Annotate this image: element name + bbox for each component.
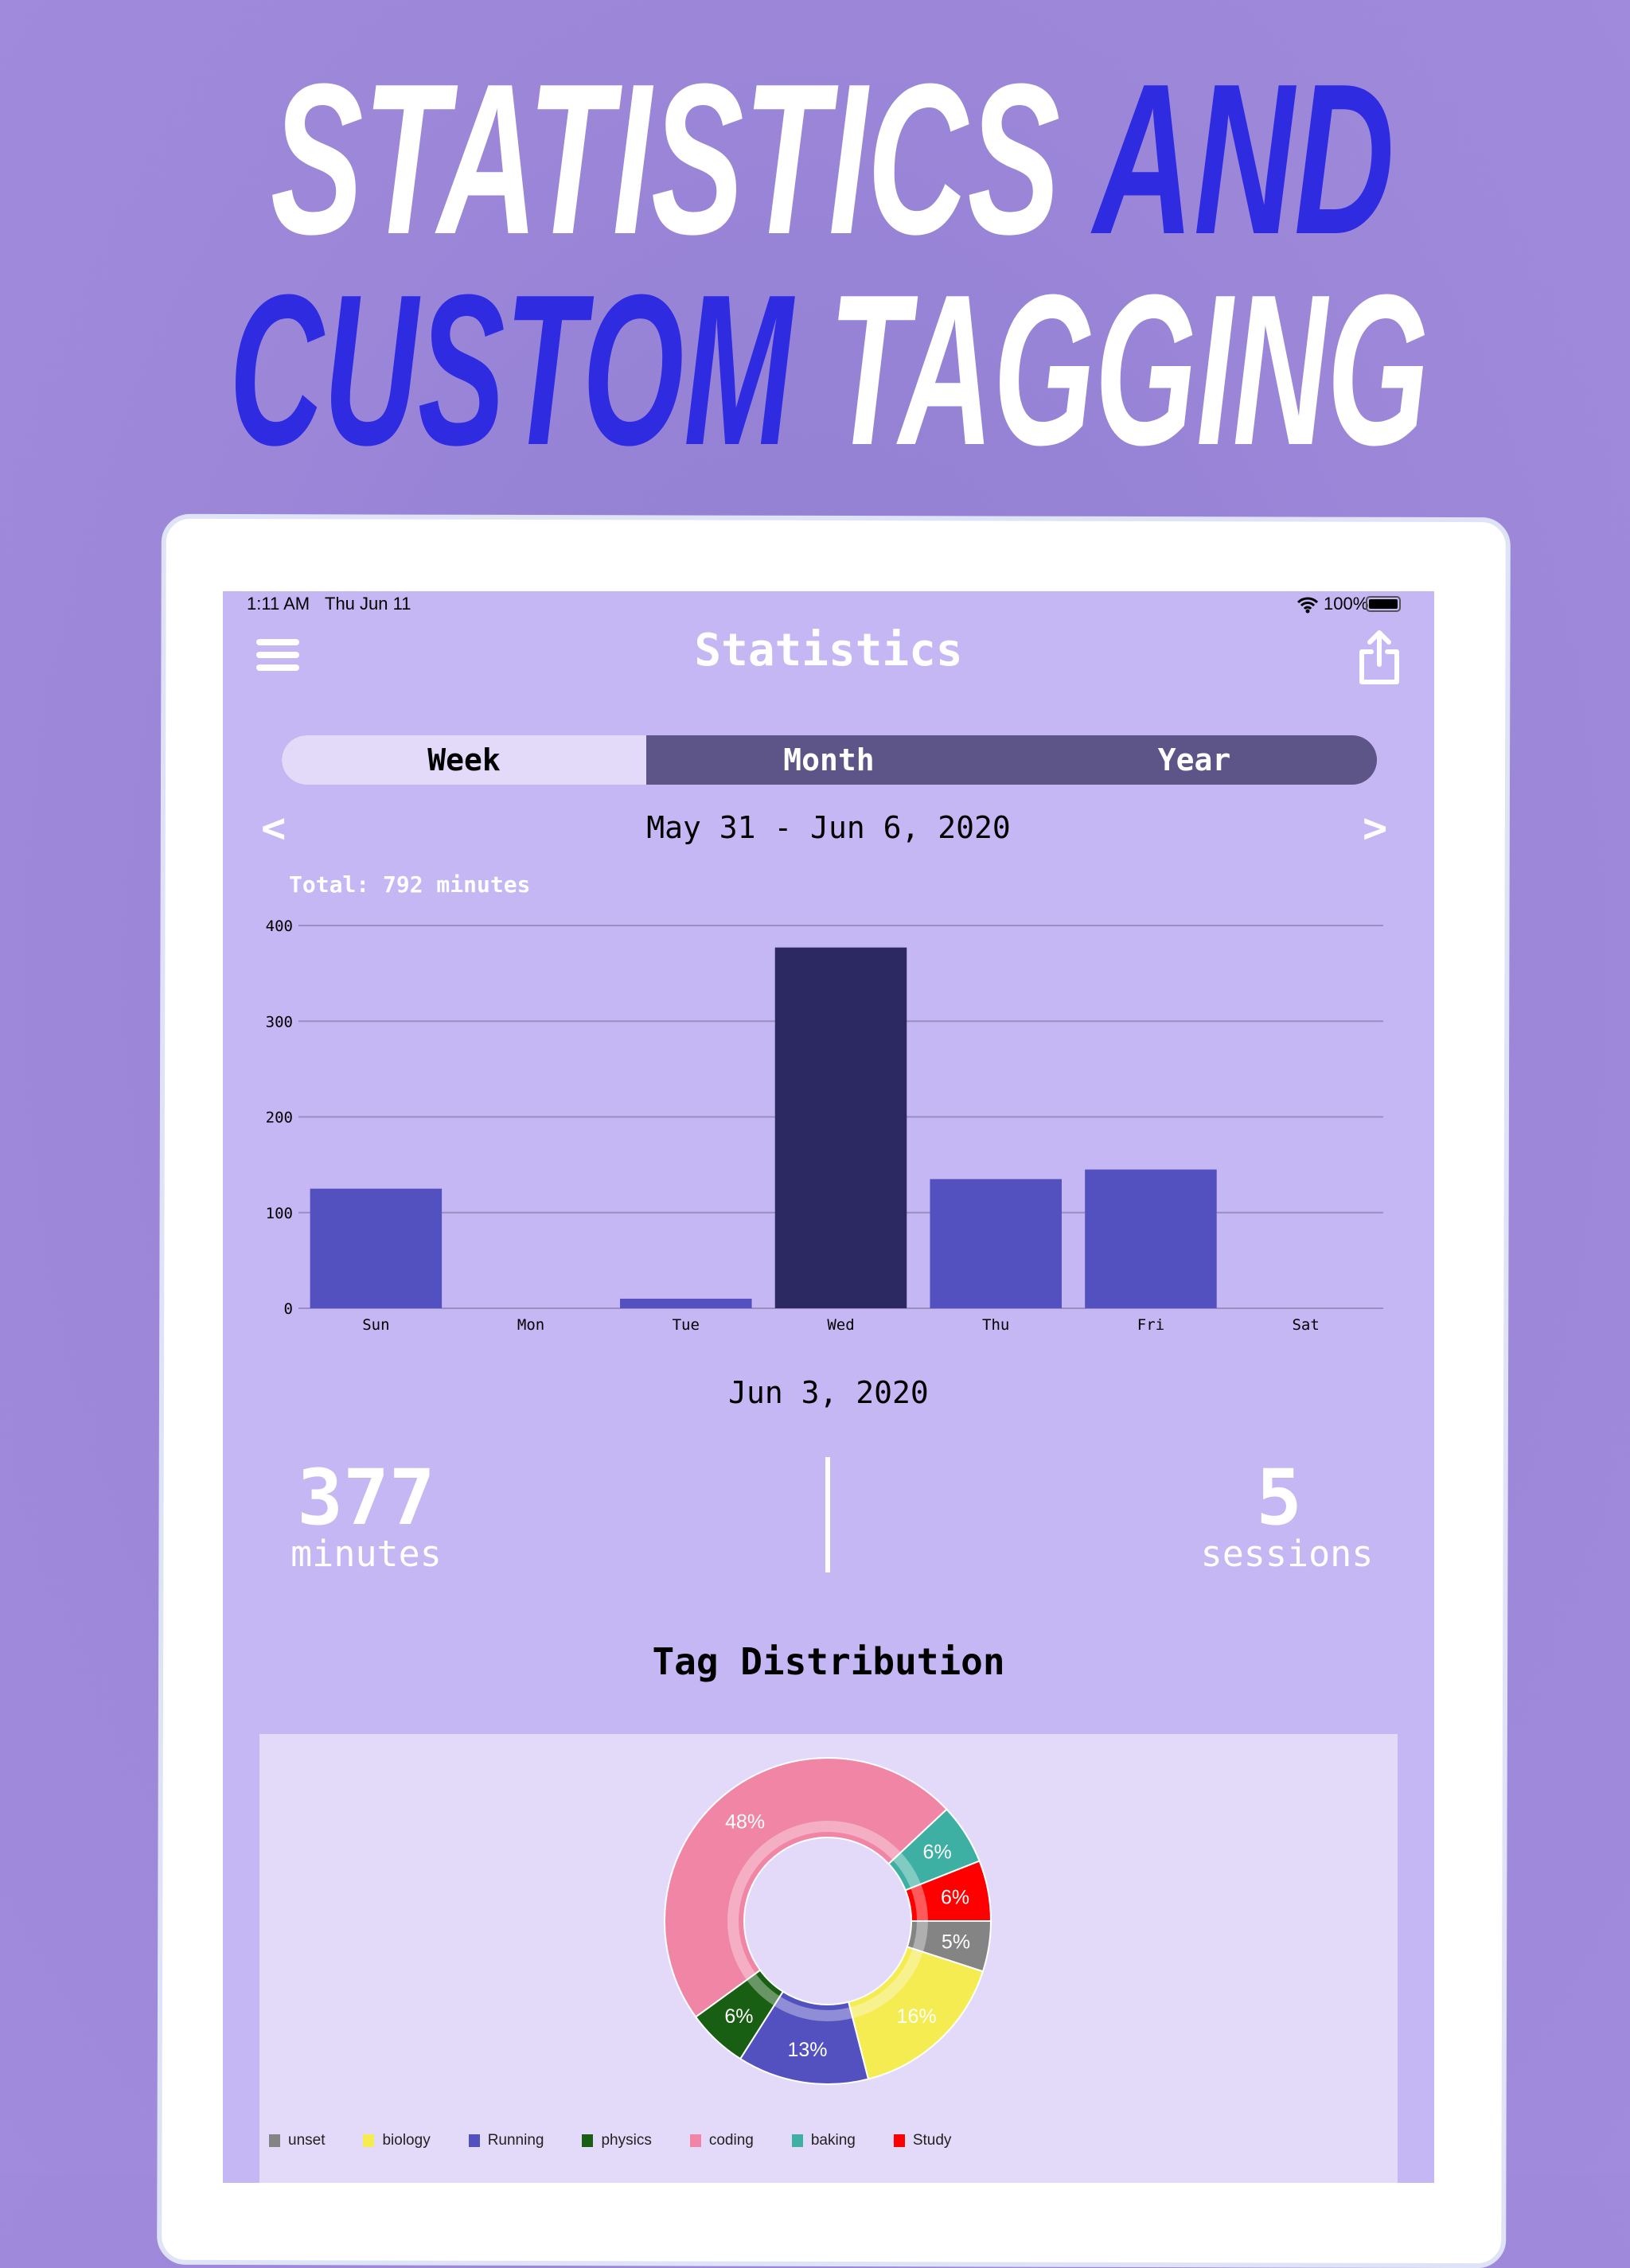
minutes-label: minutes bbox=[291, 1533, 442, 1575]
tab-week[interactable]: Week bbox=[282, 735, 646, 785]
x-tick-label: Tue bbox=[673, 1316, 700, 1334]
sessions-label: sessions bbox=[1200, 1533, 1374, 1575]
legend-item-coding: coding bbox=[689, 2132, 754, 2149]
prev-week-button[interactable]: < bbox=[261, 805, 287, 852]
wifi-icon bbox=[1297, 597, 1318, 614]
date-range: May 31 - Jun 6, 2020 bbox=[646, 810, 1011, 845]
legend-item-study: Study bbox=[893, 2132, 952, 2149]
legend-item-unset: unset bbox=[269, 2132, 325, 2149]
bar-fri bbox=[1085, 1169, 1217, 1308]
slice-label: 13% bbox=[787, 2039, 827, 2061]
legend-label: Running bbox=[487, 2132, 544, 2149]
x-tick-label: Mon bbox=[517, 1316, 544, 1334]
headline: STATISTICS AND CUSTOM TAGGING bbox=[229, 40, 1429, 490]
legend-swatch bbox=[689, 2134, 701, 2147]
legend-item-biology: biology bbox=[363, 2132, 431, 2149]
slice-inner-highlight bbox=[892, 1852, 922, 1888]
bar-sun bbox=[310, 1188, 443, 1308]
tag-donut-chart: 5% 16% 13% 6% 48% 6% 6% bbox=[663, 1756, 992, 2085]
period-segmented-control[interactable]: Week Month Year bbox=[282, 735, 1377, 785]
legend-swatch bbox=[893, 2134, 905, 2147]
legend-label: baking bbox=[810, 2132, 856, 2149]
y-tick-label: 200 bbox=[266, 1109, 293, 1127]
sessions-value: 5 bbox=[1256, 1453, 1302, 1542]
total-minutes: Total: 792 minutes bbox=[289, 871, 531, 898]
legend-label: coding bbox=[708, 2132, 754, 2149]
legend-item-running: Running bbox=[468, 2132, 544, 2149]
slice-inner-highlight bbox=[774, 1996, 853, 2021]
slice-label: 6% bbox=[724, 2005, 753, 2028]
legend-label: biology bbox=[382, 2132, 431, 2149]
bar-thu bbox=[930, 1179, 1062, 1308]
slice-inner-highlight bbox=[911, 1884, 928, 1922]
legend-item-physics: physics bbox=[582, 2132, 652, 2149]
legend-swatch bbox=[468, 2134, 480, 2147]
battery-icon bbox=[1366, 596, 1401, 612]
status-date: Thu Jun 11 bbox=[325, 594, 411, 614]
x-tick-label: Thu bbox=[982, 1316, 1009, 1334]
selected-date: Jun 3, 2020 bbox=[728, 1375, 929, 1410]
slice-label: 6% bbox=[923, 1841, 952, 1864]
minutes-value: 377 bbox=[297, 1453, 435, 1542]
weekly-bar-chart: 0 100 200 300 400 Sun Mon Tue Wed Thu Fri Sat bbox=[266, 918, 1383, 1334]
bar-wed bbox=[774, 947, 907, 1308]
slice-inner-highlight bbox=[912, 1920, 928, 1952]
headline-line-1: STATISTICS AND bbox=[271, 40, 1394, 279]
x-tick-label: Wed bbox=[827, 1316, 854, 1334]
slice-inner-highlight bbox=[727, 1821, 901, 1981]
legend-item-baking: baking bbox=[791, 2132, 856, 2149]
slice-study bbox=[904, 1860, 992, 1922]
legend-swatch bbox=[791, 2134, 803, 2147]
slice-inner-highlight bbox=[747, 1973, 781, 2006]
next-week-button[interactable]: > bbox=[1363, 805, 1388, 852]
app-screen: 1:11 AM Thu Jun 11 100% Statistics Week … bbox=[223, 591, 1434, 2183]
legend-swatch bbox=[269, 2134, 280, 2147]
tab-month[interactable]: Month bbox=[783, 742, 875, 777]
y-tick-label: 300 bbox=[266, 1013, 293, 1031]
battery-percent: 100% bbox=[1324, 594, 1369, 614]
slice-label: 6% bbox=[941, 1886, 969, 1908]
legend-swatch bbox=[363, 2134, 375, 2147]
stats-divider bbox=[825, 1457, 830, 1572]
tag-distribution-title: Tag Distribution bbox=[652, 1640, 1005, 1683]
tag-legend: unset biology Running physics coding baking St… bbox=[269, 2132, 989, 2149]
slice-inner-highlight bbox=[849, 1948, 923, 2019]
x-tick-label: Sat bbox=[1292, 1316, 1319, 1334]
y-tick-label: 0 bbox=[284, 1300, 293, 1318]
slice-label: 48% bbox=[725, 1810, 765, 1833]
status-time: 1:11 AM bbox=[247, 594, 310, 614]
x-tick-label: Sun bbox=[362, 1316, 389, 1334]
y-tick-label: 100 bbox=[266, 1205, 293, 1222]
slice-label: 5% bbox=[942, 1931, 970, 1953]
legend-label: Study bbox=[912, 2132, 952, 2149]
headline-line-2: CUSTOM TAGGING bbox=[229, 251, 1429, 490]
legend-label: physics bbox=[601, 2132, 652, 2149]
legend-swatch bbox=[582, 2134, 594, 2147]
bar-tue bbox=[620, 1298, 752, 1308]
legend-label: unset bbox=[288, 2132, 326, 2149]
slice-label: 16% bbox=[897, 2005, 937, 2028]
share-button[interactable] bbox=[1357, 629, 1402, 687]
menu-button[interactable] bbox=[256, 639, 299, 674]
tab-year[interactable]: Year bbox=[1157, 742, 1231, 777]
slice-coding bbox=[663, 1756, 948, 2018]
slice-biology bbox=[847, 1946, 985, 2080]
x-tick-label: Fri bbox=[1137, 1316, 1164, 1334]
y-tick-label: 400 bbox=[266, 918, 293, 935]
page-title: Statistics bbox=[694, 625, 963, 676]
